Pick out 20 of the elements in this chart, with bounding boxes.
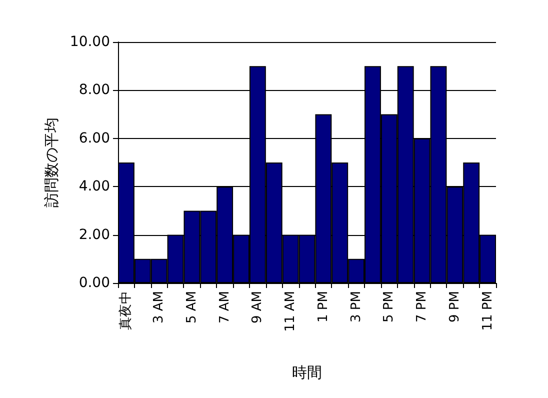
x-tick-label: 7 AM (217, 291, 232, 324)
y-axis-title: 訪問数の平均 (42, 118, 61, 208)
y-tick-label: 4.00 (78, 178, 110, 195)
x-tick-label: 1 PM (316, 291, 331, 322)
y-tick-label: 2.00 (78, 226, 110, 243)
y-tick-label: 0.00 (78, 275, 110, 291)
y-tick-label: 10.00 (70, 34, 110, 50)
x-axis-title: 時間 (292, 364, 322, 382)
x-tick-label: 9 PM (447, 291, 462, 322)
x-tick-label: 11 PM (480, 291, 496, 331)
y-tick-label: 6.00 (78, 130, 110, 146)
x-tick-label: 9 AM (250, 291, 266, 324)
x-tick-label: 7 PM (414, 291, 430, 322)
x-tick-label: 3 PM (348, 291, 364, 322)
x-tick-label: 3 AM (152, 291, 167, 324)
x-tick-label: 11 AM (283, 291, 298, 332)
x-tick-label: 5 PM (382, 291, 397, 322)
x-tick-label: 真夜中 (118, 291, 134, 330)
y-tick-label: 8.00 (78, 82, 110, 98)
x-tick-label: 5 AM (184, 291, 200, 324)
